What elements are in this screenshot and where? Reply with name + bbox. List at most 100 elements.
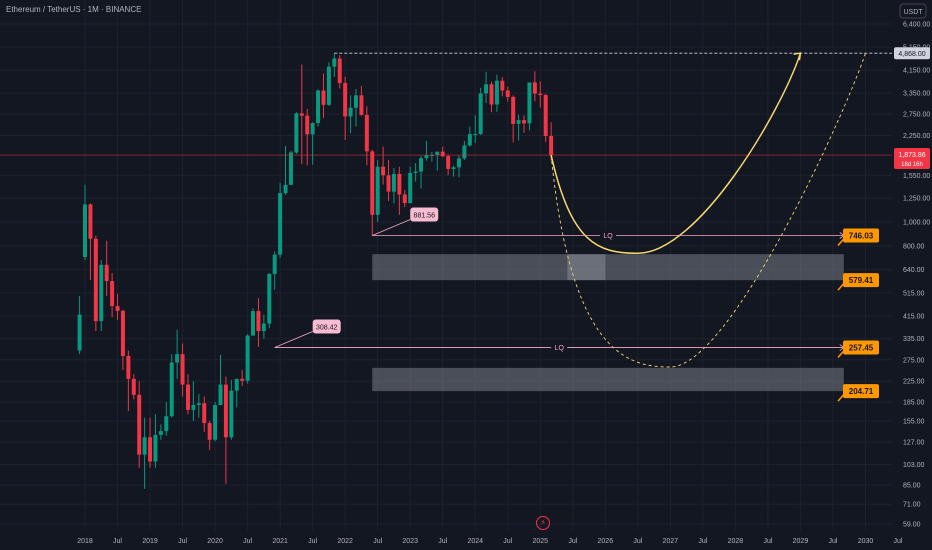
lq-line-upper-pointer — [372, 219, 411, 236]
candle-body — [511, 96, 516, 124]
price-tick: 85.00 — [903, 483, 921, 490]
time-tick: Jul — [828, 538, 837, 545]
price-tick: 103.00 — [903, 462, 925, 469]
candle-body — [148, 437, 153, 462]
time-tick: 2022 — [337, 538, 353, 545]
candle-body — [397, 173, 402, 195]
time-tick: 2021 — [272, 538, 288, 545]
time-tick: Jul — [113, 538, 122, 545]
time-tick: Jul — [178, 538, 187, 545]
candle-body — [120, 310, 125, 356]
candle-body — [386, 175, 391, 192]
target-tag — [843, 340, 879, 355]
price-tick: 71.00 — [903, 502, 921, 509]
candle-body — [500, 80, 505, 91]
low-price-tag — [312, 319, 341, 334]
time-tick: Jul — [698, 538, 707, 545]
candle-body — [381, 166, 386, 176]
lightning-icon[interactable]: ⚡ — [536, 516, 550, 530]
price-tick: 6,400.00 — [903, 22, 930, 29]
price-tick: 275.00 — [903, 357, 925, 364]
candle-body — [207, 423, 212, 440]
candle-body — [240, 378, 245, 381]
candle-body — [288, 152, 293, 185]
candle-body — [359, 95, 364, 115]
candle-body — [391, 173, 396, 192]
candle-body — [180, 354, 185, 385]
candle-body — [321, 90, 326, 105]
price-tick: 155.00 — [903, 418, 925, 425]
target-value: 204.71 — [849, 387, 874, 396]
candle-body — [364, 114, 369, 152]
candle-body — [223, 384, 228, 438]
lq-line-upper-label-bg — [600, 230, 617, 240]
price-tick: 59.00 — [903, 522, 921, 529]
candle-body — [505, 90, 510, 97]
price-axis[interactable]: USDT6,400.005,150.004,150.003,350.002,75… — [892, 0, 932, 550]
price-tick: 225.00 — [903, 379, 925, 386]
candle-body — [83, 204, 87, 258]
candle-body — [185, 384, 190, 410]
tp-price-tag — [894, 47, 930, 60]
candle-body — [131, 378, 136, 395]
candle-body — [424, 155, 429, 159]
candles — [77, 53, 554, 489]
price-tick: 800.00 — [903, 243, 925, 250]
price-tick: 640.00 — [903, 267, 925, 274]
arc-arrowhead — [793, 52, 802, 61]
candle-body — [337, 58, 342, 84]
candle-body — [494, 80, 499, 105]
lq-line-lower-label: LQ — [555, 345, 565, 352]
candle-body — [234, 378, 239, 391]
candle-body — [256, 311, 261, 332]
candle-body — [77, 314, 82, 351]
low-price-text: 308.42 — [316, 325, 338, 332]
time-tick: 2019 — [142, 538, 158, 545]
candle-body — [326, 66, 331, 105]
candle-body — [261, 323, 266, 332]
candle-body — [310, 123, 315, 135]
candle-body — [115, 306, 120, 311]
candle-body — [278, 193, 283, 255]
candle-body — [99, 264, 104, 322]
time-tick: Jul — [438, 538, 447, 545]
candle-body — [126, 355, 131, 379]
time-tick: Jul — [373, 538, 382, 545]
candle-body — [294, 113, 299, 153]
time-axis[interactable]: 2018 Jul 2019 Jul 2020 Jul 2021 Jul 2022 Jul 2023 J… — [77, 538, 903, 545]
time-tick: 2027 — [663, 538, 679, 545]
target-value: 257.45 — [849, 344, 874, 353]
currency-label: USDT — [903, 9, 923, 16]
candle-body — [549, 136, 554, 156]
candle-body — [527, 82, 532, 124]
candle-body — [110, 281, 115, 307]
candle-body — [93, 238, 98, 322]
candle-body — [435, 151, 440, 155]
time-tick: 2018 — [77, 538, 93, 545]
demand-zone-lower — [372, 367, 844, 392]
time-tick: 2020 — [207, 538, 223, 545]
candle-body — [272, 254, 277, 274]
low-price-text: 881.56 — [414, 212, 436, 219]
candle-body — [462, 145, 467, 159]
price-tick: 185.00 — [903, 400, 925, 407]
candle-body — [88, 204, 93, 239]
time-tick: Jul — [763, 538, 772, 545]
candle-body — [158, 431, 163, 435]
candle-body — [543, 94, 548, 137]
time-tick: 2029 — [793, 538, 809, 545]
price-tags: 746.03 579.41 257.45 204.71 — [837, 228, 879, 402]
time-tick: 2026 — [598, 538, 614, 545]
time-tick: 2025 — [532, 538, 548, 545]
candle-body — [451, 167, 456, 169]
target-value: 579.41 — [849, 276, 874, 285]
time-tick: 2030 — [858, 538, 874, 545]
price-tick: 4,150.00 — [903, 68, 930, 75]
low-price-tag — [410, 207, 439, 222]
candle-body — [440, 151, 445, 157]
lq-line-lower-pointer — [274, 331, 313, 348]
candle-body — [267, 273, 272, 324]
candle-body — [305, 115, 310, 135]
